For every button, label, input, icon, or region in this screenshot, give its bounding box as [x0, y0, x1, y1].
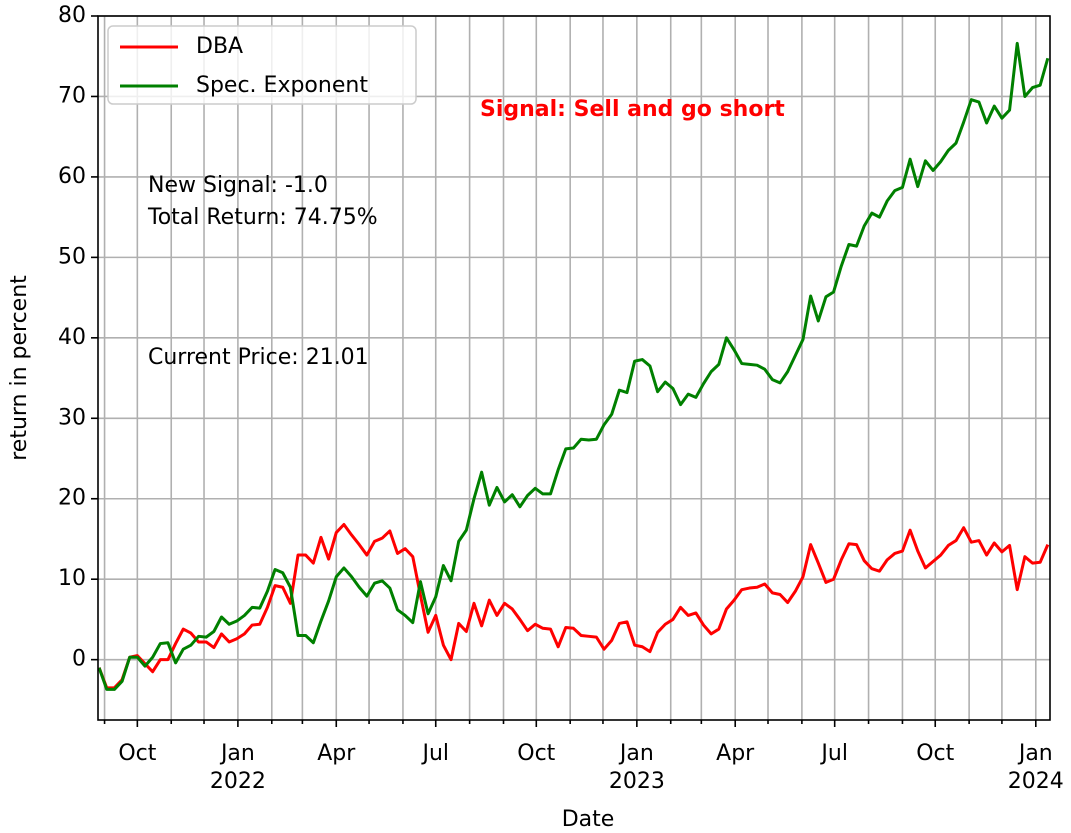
legend-label: DBA — [196, 34, 243, 59]
annotation: New Signal: -1.0 — [148, 173, 328, 198]
annotation: Total Return: 74.75% — [147, 205, 378, 230]
x-tick-year: 2024 — [1008, 769, 1064, 794]
legend-label: Spec. Exponent — [196, 73, 368, 98]
x-tick-label: Oct — [517, 741, 555, 766]
y-tick-label: 50 — [58, 244, 86, 269]
x-tick-label: Jan — [618, 741, 654, 766]
data-line — [98, 41, 1050, 691]
legend-box — [107, 25, 417, 105]
y-tick-label: 70 — [58, 83, 86, 108]
x-tick-label: Apr — [716, 741, 755, 766]
plot-frame — [97, 15, 1051, 721]
y-tick-label: 20 — [58, 486, 86, 511]
y-tick-label: 0 — [72, 647, 86, 672]
x-tick-year: 2022 — [210, 769, 266, 794]
x-tick-label: Jan — [1017, 741, 1053, 766]
y-tick-label: 30 — [58, 405, 86, 430]
x-tick-label: Jan — [219, 741, 255, 766]
data-line — [98, 522, 1050, 690]
x-tick-label: Jul — [420, 741, 449, 766]
annotation: Signal: Sell and go short — [480, 97, 785, 122]
x-tick-label: Apr — [317, 741, 356, 766]
y-tick-label: 60 — [58, 164, 86, 189]
x-tick-year: 2023 — [609, 769, 665, 794]
x-tick-label: Jul — [819, 741, 848, 766]
x-tick-label: Oct — [916, 741, 954, 766]
x-axis-label: Date — [562, 807, 615, 832]
y-tick-label: 40 — [58, 325, 86, 350]
y-tick-label: 10 — [58, 566, 86, 591]
y-tick-label: 80 — [58, 3, 86, 28]
annotation: Current Price: 21.01 — [148, 345, 369, 370]
x-tick-label: Oct — [118, 741, 156, 766]
y-axis-label: return in percent — [7, 275, 32, 461]
